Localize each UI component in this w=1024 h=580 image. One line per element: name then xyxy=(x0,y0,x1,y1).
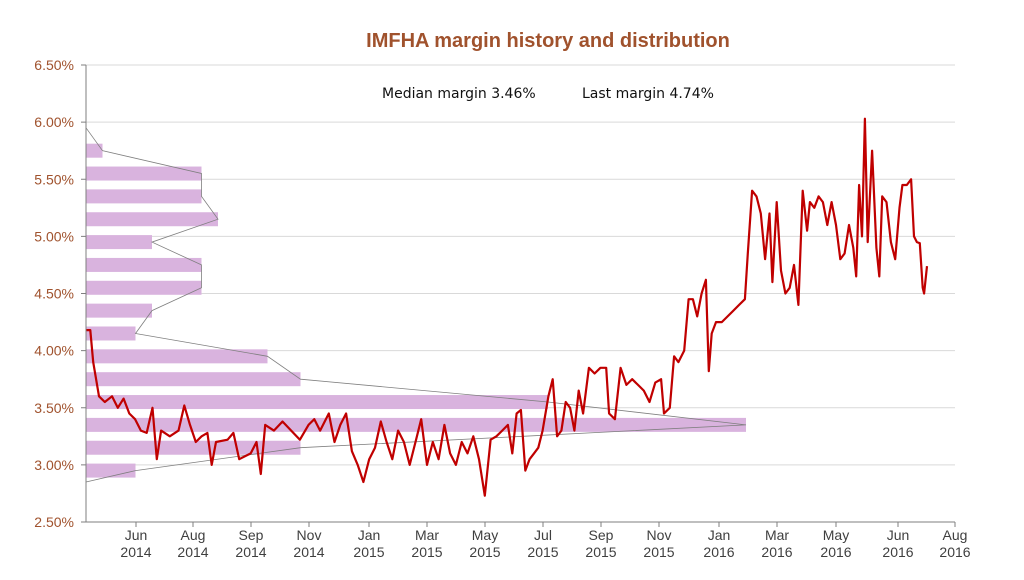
x-tick-year: 2014 xyxy=(235,544,266,560)
last-margin-annotation: Last margin 4.74% xyxy=(582,86,714,102)
x-tick-month: Jun xyxy=(887,527,910,543)
x-tick-month: Mar xyxy=(765,527,789,543)
x-tick-month: May xyxy=(472,527,498,543)
y-tick-label: 6.50% xyxy=(34,57,74,73)
x-tick-year: 2016 xyxy=(703,544,734,560)
histogram-bar xyxy=(86,166,202,181)
x-tick-year: 2015 xyxy=(411,544,442,560)
x-tick-year: 2016 xyxy=(882,544,913,560)
histogram-bar xyxy=(86,143,103,158)
x-tick-month: Jan xyxy=(358,527,381,543)
histogram-bar xyxy=(86,440,301,455)
y-tick-label: 5.50% xyxy=(34,171,74,187)
histogram-bar xyxy=(86,395,548,410)
y-tick-label: 3.00% xyxy=(34,457,74,473)
histogram-bar xyxy=(86,212,218,227)
histogram-bar xyxy=(86,349,268,364)
x-axis-ticks: Jun2014Aug2014Sep2014Nov2014Jan2015Mar20… xyxy=(120,522,971,560)
x-tick-year: 2014 xyxy=(293,544,324,560)
x-tick-year: 2015 xyxy=(585,544,616,560)
margin-series-line xyxy=(86,117,929,497)
histogram-bar xyxy=(86,280,202,295)
histogram-bar xyxy=(86,417,746,432)
y-tick-label: 4.50% xyxy=(34,286,74,302)
x-tick-month: Aug xyxy=(943,527,968,543)
x-tick-month: Sep xyxy=(589,527,614,543)
y-tick-label: 3.50% xyxy=(34,400,74,416)
y-tick-label: 2.50% xyxy=(34,514,74,530)
histogram-bar xyxy=(86,303,152,318)
histogram-outline xyxy=(85,99,747,483)
y-axis-ticks: 2.50% 3.00% 3.50% 4.00% 4.50% 5.00% 5.50% 6.00%… xyxy=(34,57,86,530)
distribution-histogram xyxy=(85,99,747,483)
x-tick-month: Sep xyxy=(239,527,264,543)
x-tick-year: 2014 xyxy=(177,544,208,560)
x-tick-month: May xyxy=(823,527,849,543)
x-tick-year: 2016 xyxy=(939,544,970,560)
x-tick-year: 2014 xyxy=(120,544,151,560)
x-tick-year: 2016 xyxy=(761,544,792,560)
histogram-bar xyxy=(86,372,301,387)
histogram-bar xyxy=(86,326,136,341)
histogram-bar xyxy=(86,189,202,204)
median-margin-annotation: Median margin 3.46% xyxy=(382,86,536,102)
histogram-bar xyxy=(86,235,152,250)
y-tick-label: 4.00% xyxy=(34,343,74,359)
y-tick-label: 6.00% xyxy=(34,114,74,130)
histogram-bar xyxy=(86,257,202,272)
x-tick-month: Nov xyxy=(647,527,672,543)
histogram-bar xyxy=(86,463,136,478)
y-tick-label: 5.00% xyxy=(34,228,74,244)
x-tick-month: Aug xyxy=(181,527,206,543)
x-tick-year: 2015 xyxy=(353,544,384,560)
x-tick-month: Jul xyxy=(534,527,552,543)
x-tick-year: 2015 xyxy=(527,544,558,560)
x-tick-year: 2016 xyxy=(820,544,851,560)
chart-title: IMFHA margin history and distribution xyxy=(366,30,730,52)
x-tick-year: 2015 xyxy=(469,544,500,560)
x-tick-month: Mar xyxy=(415,527,439,543)
x-tick-month: Nov xyxy=(297,527,322,543)
x-tick-month: Jun xyxy=(125,527,148,543)
x-tick-year: 2015 xyxy=(643,544,674,560)
x-tick-month: Jan xyxy=(708,527,731,543)
